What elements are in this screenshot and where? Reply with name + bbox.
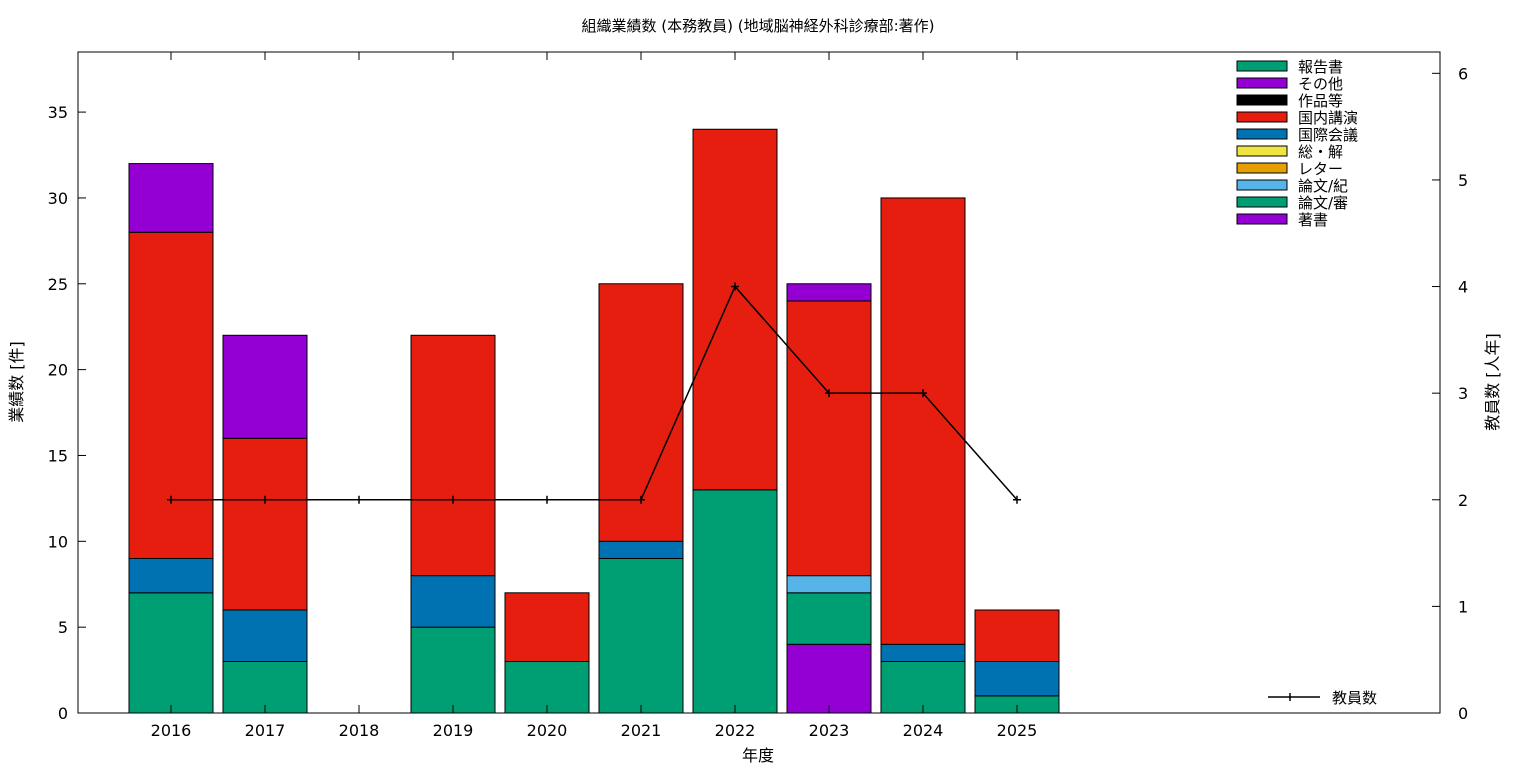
bar-segment [974, 660, 1060, 697]
x-tick-label: 2017 [245, 721, 286, 740]
staff-line [171, 285, 1018, 501]
legend-label: 論文/紀 [1298, 177, 1348, 195]
x-tick-label: 2016 [151, 721, 192, 740]
staff-point [731, 282, 739, 291]
x-tick-label: 2021 [621, 721, 662, 740]
bar-segment [128, 592, 214, 714]
staff-point [449, 495, 457, 504]
y-tick-label: 35 [48, 103, 68, 122]
staff-point [543, 495, 551, 504]
y-tick-label: 5 [58, 618, 68, 637]
y-tick-label: 15 [48, 446, 68, 465]
legend-swatch [1236, 213, 1288, 225]
bar-segment [598, 557, 684, 714]
y2-tick-label: 1 [1458, 597, 1468, 616]
staff-point [167, 495, 175, 504]
legend-swatch [1236, 162, 1288, 174]
y2-tick-label: 0 [1458, 704, 1468, 723]
staff-point [1013, 495, 1021, 504]
x-tick-label: 2024 [903, 721, 944, 740]
legend-label: 国際会議 [1298, 126, 1358, 144]
bar-segment [598, 540, 684, 559]
bar-segment [692, 128, 778, 491]
bar-segment [786, 643, 872, 714]
bar-segment [222, 334, 308, 439]
bar-segment [786, 575, 872, 594]
bar-segment [504, 660, 590, 714]
legend-label: 報告書 [1298, 58, 1343, 76]
legend-swatch [1236, 111, 1288, 123]
legend-label: 総・解 [1298, 143, 1343, 161]
x-tick-label: 2025 [997, 721, 1038, 740]
bar-segment [786, 300, 872, 577]
y-tick-label: 25 [48, 275, 68, 294]
staff-point [825, 389, 833, 398]
legend-line-label: 教員数 [1332, 689, 1377, 707]
staff-point [261, 495, 269, 504]
bar-segment [880, 197, 966, 645]
staff-line-layer [167, 282, 1021, 504]
bar-segment [222, 437, 308, 611]
legend-swatch [1236, 60, 1288, 72]
legend-swatch [1236, 128, 1288, 140]
y-tick-label: 20 [48, 361, 68, 380]
legend-label: その他 [1298, 75, 1343, 93]
bar-segment [410, 626, 496, 714]
bar-segment [880, 660, 966, 714]
y-axis-label: 業績数 [件] [7, 341, 26, 423]
bar-segment [504, 592, 590, 662]
legend-label: 作品等 [1298, 92, 1343, 110]
y-tick-label: 0 [58, 704, 68, 723]
y-tick-label: 30 [48, 189, 68, 208]
legend-label: 論文/審 [1298, 194, 1348, 212]
bar-segment [128, 231, 214, 559]
x-tick-label: 2019 [433, 721, 474, 740]
y2-tick-label: 2 [1458, 491, 1468, 510]
bar-segment [974, 609, 1060, 662]
x-tick-label: 2020 [527, 721, 568, 740]
staff-point [637, 495, 645, 504]
bar-segment [410, 334, 496, 577]
bar-segment [880, 643, 966, 662]
x-axis-label: 年度 [742, 746, 774, 765]
legend-label: レター [1298, 160, 1343, 178]
bar-segment [222, 660, 308, 714]
x-tick-label: 2022 [715, 721, 756, 740]
bar-segment [410, 575, 496, 628]
y2-axis-label: 教員数 [人年] [1483, 333, 1502, 431]
bar-segment [692, 489, 778, 714]
legend-label: 著書 [1298, 211, 1328, 229]
legend-label: 国内講演 [1298, 109, 1358, 127]
plot-frame [77, 51, 1441, 714]
x-tick-label: 2023 [809, 721, 850, 740]
bar-segment [786, 592, 872, 645]
y-tick-label: 10 [48, 532, 68, 551]
legend-swatch [1236, 179, 1288, 191]
bar-segment [786, 283, 872, 302]
chart-title: 組織業績数 (本務教員) (地域脳神経外科診療部:著作) [581, 17, 934, 35]
staff-point [919, 389, 927, 398]
bar-segment [128, 163, 214, 233]
y2-tick-label: 4 [1458, 278, 1468, 297]
legend-swatch [1236, 77, 1288, 89]
legend-swatch [1236, 196, 1288, 208]
bars-layer [128, 128, 1060, 714]
bar-segment [598, 283, 684, 542]
x-tick-label: 2018 [339, 721, 380, 740]
legend-swatch [1236, 145, 1288, 157]
staff-point [355, 495, 363, 504]
y2-tick-label: 3 [1458, 384, 1468, 403]
bar-segment [128, 557, 214, 594]
bar-segment [222, 609, 308, 662]
legend-swatch [1236, 94, 1288, 106]
y2-tick-label: 5 [1458, 171, 1468, 190]
y2-tick-label: 6 [1458, 64, 1468, 83]
